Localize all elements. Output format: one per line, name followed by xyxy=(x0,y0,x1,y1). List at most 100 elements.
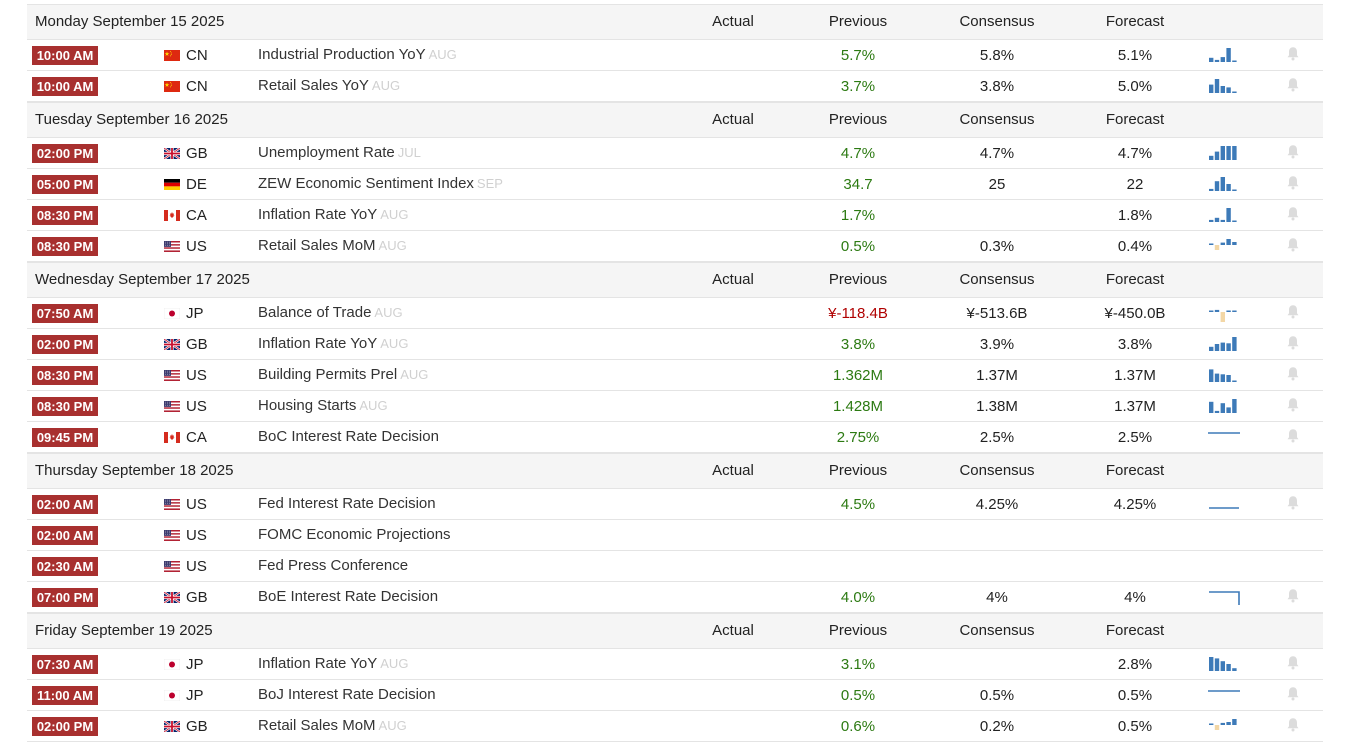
event-title[interactable]: Fed Interest Rate Decision xyxy=(258,495,436,512)
event-reference-period: AUG xyxy=(371,78,401,93)
trend-sparkline[interactable] xyxy=(1207,365,1241,385)
bell-icon[interactable] xyxy=(1286,366,1300,382)
event-title[interactable]: Unemployment Rate xyxy=(258,144,395,161)
event-title[interactable]: Retail Sales MoM xyxy=(258,717,376,734)
event-row[interactable]: 08:30 PM US Building Permits Prel AUG 1.362M… xyxy=(27,360,1323,391)
trend-bar xyxy=(1214,658,1220,671)
event-name[interactable]: Inflation Rate YoY AUG xyxy=(258,335,408,352)
column-header-actual: Actual xyxy=(712,271,754,288)
event-name[interactable]: Retail Sales MoM AUG xyxy=(258,717,407,734)
event-row[interactable]: 08:30 PM CA Inflation Rate YoY AUG 1.7% 1.8% xyxy=(27,200,1323,231)
event-row[interactable]: 02:30 AM US Fed Press Conference xyxy=(27,551,1323,582)
bell-icon[interactable] xyxy=(1286,77,1300,93)
event-row[interactable]: 02:00 AM US FOMC Economic Projections xyxy=(27,520,1323,551)
event-name[interactable]: Fed Interest Rate Decision xyxy=(258,495,436,512)
event-reference-period: AUG xyxy=(374,305,403,320)
event-row[interactable]: 10:00 AM CN Industrial Production YoY AUG 5.… xyxy=(27,40,1323,71)
bell-icon[interactable] xyxy=(1286,717,1300,733)
forecast-value: 3.8% xyxy=(1117,336,1153,353)
event-title[interactable]: BoJ Interest Rate Decision xyxy=(258,686,436,703)
event-title[interactable]: Fed Press Conference xyxy=(258,557,409,574)
event-name[interactable]: BoE Interest Rate Decision xyxy=(258,588,438,605)
trend-sparkline[interactable] xyxy=(1207,685,1241,705)
trend-sparkline[interactable] xyxy=(1207,587,1241,607)
event-row[interactable]: 11:00 AM JP BoJ Interest Rate Decision 0.5%… xyxy=(27,680,1323,711)
bell-icon[interactable] xyxy=(1286,495,1300,511)
trend-sparkline[interactable] xyxy=(1207,174,1241,194)
event-name[interactable]: Balance of Trade AUG xyxy=(258,304,403,321)
event-name[interactable]: ZEW Economic Sentiment Index SEP xyxy=(258,175,503,192)
event-name[interactable]: BoC Interest Rate Decision xyxy=(258,428,439,445)
event-title[interactable]: Inflation Rate YoY xyxy=(258,335,378,352)
trend-bar xyxy=(1209,219,1214,222)
bell-icon[interactable] xyxy=(1286,335,1300,351)
column-header-consensus: Consensus xyxy=(959,13,1035,30)
bell-icon[interactable] xyxy=(1286,304,1300,320)
trend-bar xyxy=(1209,57,1214,62)
bell-icon[interactable] xyxy=(1286,206,1300,222)
event-name[interactable]: Inflation Rate YoY AUG xyxy=(258,655,408,672)
bell-icon[interactable] xyxy=(1286,655,1300,671)
event-title[interactable]: Inflation Rate YoY xyxy=(258,655,378,672)
event-title[interactable]: BoE Interest Rate Decision xyxy=(258,588,439,605)
event-title[interactable]: ZEW Economic Sentiment Index xyxy=(258,175,474,192)
trend-sparkline[interactable] xyxy=(1207,76,1241,96)
trend-bar xyxy=(1209,84,1214,93)
trend-sparkline[interactable] xyxy=(1207,396,1241,416)
event-name[interactable]: BoJ Interest Rate Decision xyxy=(258,686,436,703)
trend-sparkline[interactable] xyxy=(1207,494,1241,514)
event-row[interactable]: 10:00 AM CN Retail Sales YoY AUG 3.7% 3.8% 5.0… xyxy=(27,71,1323,102)
event-name[interactable]: Industrial Production YoY AUG xyxy=(258,46,457,63)
event-name[interactable]: Fed Press Conference xyxy=(258,557,408,574)
event-title[interactable]: Retail Sales YoY xyxy=(258,77,369,94)
flag-us-icon xyxy=(164,561,180,572)
bell-icon[interactable] xyxy=(1286,175,1300,191)
trend-sparkline[interactable] xyxy=(1207,334,1241,354)
trend-sparkline[interactable] xyxy=(1207,143,1241,163)
trend-sparkline[interactable] xyxy=(1207,654,1241,674)
trend-sparkline[interactable] xyxy=(1207,716,1241,736)
trend-sparkline[interactable] xyxy=(1207,45,1241,65)
event-title[interactable]: Retail Sales MoM xyxy=(258,237,376,254)
event-row[interactable]: 08:30 PM US Retail Sales MoM AUG 0.5% 0.3% 0.4… xyxy=(27,231,1323,262)
trend-sparkline[interactable] xyxy=(1207,236,1241,256)
event-name[interactable]: Inflation Rate YoY AUG xyxy=(258,206,408,223)
trend-sparkline[interactable] xyxy=(1207,303,1241,323)
event-name[interactable]: FOMC Economic Projections xyxy=(258,526,451,543)
bell-icon[interactable] xyxy=(1286,428,1300,444)
event-row[interactable]: 02:00 PM GB Inflation Rate YoY AUG 3.8% 3.9% 3… xyxy=(27,329,1323,360)
event-name[interactable]: Unemployment Rate JUL xyxy=(258,144,421,161)
event-row[interactable]: 05:00 PM DE ZEW Economic Sentiment Index SE… xyxy=(27,169,1323,200)
event-row[interactable]: 07:00 PM GB BoE Interest Rate Decision 4.0%… xyxy=(27,582,1323,613)
bell-icon[interactable] xyxy=(1286,237,1300,253)
bell-icon[interactable] xyxy=(1286,397,1300,413)
event-name[interactable]: Housing Starts AUG xyxy=(258,397,388,414)
trend-sparkline[interactable] xyxy=(1207,427,1241,447)
event-row[interactable]: 02:00 PM GB Retail Sales MoM AUG 0.6% 0.2% 0.5… xyxy=(27,711,1323,742)
event-name[interactable]: Retail Sales MoM AUG xyxy=(258,237,407,254)
event-title[interactable]: Housing Starts xyxy=(258,397,357,414)
bell-icon[interactable] xyxy=(1286,588,1300,604)
trend-bar xyxy=(1220,374,1225,382)
event-row[interactable]: 02:00 AM US Fed Interest Rate Decision 4.5%… xyxy=(27,489,1323,520)
event-title[interactable]: Balance of Trade xyxy=(258,304,372,321)
event-row[interactable]: 07:50 AM JP Balance of Trade AUG ¥-118.4B ¥-5… xyxy=(27,298,1323,329)
forecast-value: 1.37M xyxy=(1114,367,1156,384)
trend-sparkline[interactable] xyxy=(1207,205,1241,225)
event-reference-period: AUG xyxy=(359,398,388,413)
bell-icon[interactable] xyxy=(1286,144,1300,160)
bell-icon[interactable] xyxy=(1286,686,1300,702)
event-title[interactable]: Building Permits Prel xyxy=(258,366,398,383)
event-row[interactable]: 07:30 AM JP Inflation Rate YoY AUG 3.1% 2.8% xyxy=(27,649,1323,680)
event-title[interactable]: Inflation Rate YoY xyxy=(258,206,378,223)
bell-icon[interactable] xyxy=(1286,46,1300,62)
event-title[interactable]: FOMC Economic Projections xyxy=(258,526,451,543)
event-title[interactable]: Industrial Production YoY xyxy=(258,46,426,63)
country-code: CA xyxy=(186,429,207,446)
event-title[interactable]: BoC Interest Rate Decision xyxy=(258,428,439,445)
event-name[interactable]: Retail Sales YoY AUG xyxy=(258,77,400,94)
event-row[interactable]: 09:45 PM CA BoC Interest Rate Decision 2.75… xyxy=(27,422,1323,453)
event-row[interactable]: 02:00 PM GB Unemployment Rate JUL 4.7% 4.7% 4.… xyxy=(27,138,1323,169)
event-row[interactable]: 08:30 PM US Housing Starts AUG 1.428M 1.38M 1.… xyxy=(27,391,1323,422)
event-name[interactable]: Building Permits Prel AUG xyxy=(258,366,428,383)
